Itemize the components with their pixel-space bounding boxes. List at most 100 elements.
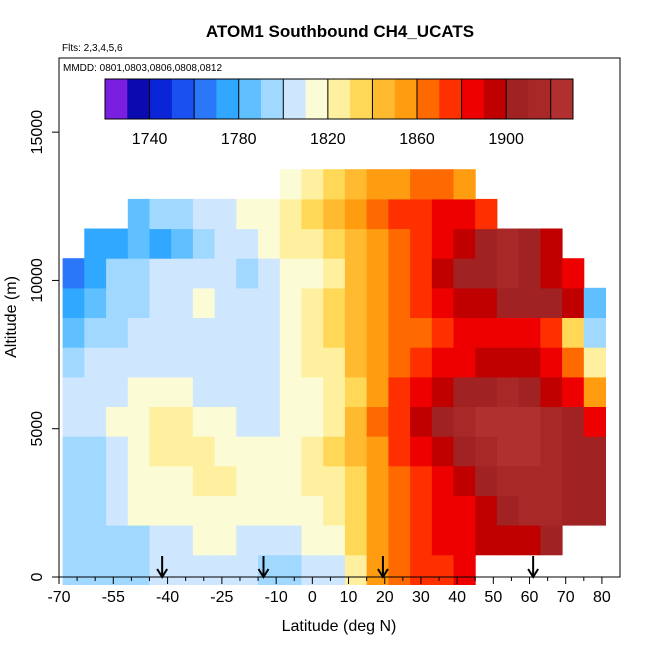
heatmap-cell <box>562 258 585 289</box>
heatmap-cell <box>431 436 454 467</box>
heatmap-cell <box>171 347 194 378</box>
heatmap-cell <box>127 228 150 259</box>
heatmap-cell <box>84 317 107 348</box>
heatmap-cell <box>410 465 433 496</box>
heatmap-cell <box>388 198 411 230</box>
heatmap-cell <box>453 169 476 200</box>
heatmap-cell <box>127 198 150 230</box>
heatmap-cell <box>323 376 346 407</box>
heatmap-cell <box>214 347 237 378</box>
heatmap-cell <box>62 317 85 348</box>
heatmap-cell <box>149 287 172 318</box>
heatmap-cell <box>149 317 172 348</box>
y-tick-label: 15000 <box>29 110 46 155</box>
heatmap-cell <box>562 436 585 467</box>
heatmap-cell <box>518 525 541 556</box>
heatmap-cell <box>366 317 389 348</box>
heatmap-cell <box>562 495 585 526</box>
heatmap-cell <box>431 406 454 437</box>
heatmap-cell <box>453 525 476 556</box>
heatmap-cell <box>540 465 563 496</box>
heatmap-cell <box>453 406 476 437</box>
heatmap-cell <box>106 436 129 467</box>
heatmap-cell <box>496 465 520 496</box>
heatmap-cell <box>236 495 259 526</box>
heatmap-cell <box>62 406 85 437</box>
colorbar-swatch <box>194 79 217 119</box>
heatmap-cell <box>127 258 150 289</box>
heatmap-cell <box>540 376 563 407</box>
heatmap-cell <box>214 376 237 407</box>
heatmap-cell <box>518 228 541 259</box>
heatmap-cell <box>410 495 433 526</box>
heatmap-cell <box>583 287 606 318</box>
heatmap-cell <box>279 228 302 259</box>
heatmap-cell <box>496 258 520 289</box>
heatmap-cell <box>344 465 368 496</box>
heatmap-cell <box>410 198 433 230</box>
heatmap-cell <box>214 198 237 230</box>
heatmap-cell <box>540 495 563 526</box>
heatmap-cell <box>171 258 194 289</box>
heatmap-cell <box>192 287 216 318</box>
heatmap-cell <box>192 376 216 407</box>
y-tick-label: 5000 <box>29 411 46 447</box>
heatmap-cell <box>431 465 454 496</box>
heatmap-cell <box>171 495 194 526</box>
heatmap-cell <box>540 436 563 467</box>
heatmap-cell <box>127 317 150 348</box>
heatmap-cell <box>301 376 324 407</box>
heatmap-cell <box>171 376 194 407</box>
heatmap-cell <box>149 198 172 230</box>
heatmap-cell <box>236 258 259 289</box>
heatmap-cell <box>323 525 346 556</box>
heatmap-cell <box>366 495 389 526</box>
heatmap-cell <box>540 317 563 348</box>
heatmap-cell <box>366 258 389 289</box>
heatmap-cell <box>540 258 563 289</box>
heatmap-cell <box>583 465 606 496</box>
colorbar-swatch <box>171 79 195 119</box>
heatmap-cell <box>84 465 107 496</box>
heatmap-cell <box>583 347 606 378</box>
heatmap-cell <box>475 376 498 407</box>
heatmap-cell <box>475 465 498 496</box>
heatmap-cell <box>388 495 411 526</box>
heatmap-cell <box>496 347 520 378</box>
heatmap-cell <box>279 465 302 496</box>
heatmap-cell <box>236 376 259 407</box>
x-tick-label: 80 <box>593 589 611 606</box>
heatmap-cell <box>149 436 172 467</box>
heatmap-cell <box>410 169 433 200</box>
heatmap-cell <box>236 406 259 437</box>
heatmap-cell <box>583 436 606 467</box>
heatmap-cell <box>475 258 498 289</box>
heatmap-cell <box>475 406 498 437</box>
heatmap-cell <box>62 258 85 289</box>
heatmap-cell <box>62 347 85 378</box>
colorbar-swatch <box>305 79 329 119</box>
colorbar-tick-label: 1820 <box>310 131 346 148</box>
heatmap-cell <box>323 554 346 585</box>
heatmap-cell <box>388 317 411 348</box>
heatmap-cell <box>214 258 237 289</box>
heatmap-cell <box>62 287 85 318</box>
heatmap-cell <box>344 347 368 378</box>
colorbar-tick-label: 1780 <box>221 131 257 148</box>
heatmap-cell <box>344 169 368 200</box>
heatmap-cell <box>366 228 389 259</box>
heatmap-cell <box>106 287 129 318</box>
heatmap-cell <box>171 465 194 496</box>
heatmap-cell <box>453 347 476 378</box>
heatmap-cell <box>431 198 454 230</box>
heatmap-cell <box>171 317 194 348</box>
heatmap-cell <box>518 287 541 318</box>
heatmap-cell <box>279 169 302 200</box>
heatmap-cell <box>171 287 194 318</box>
heatmap-cell <box>562 347 585 378</box>
x-tick-label: 50 <box>484 589 502 606</box>
heatmap-cell <box>583 317 606 348</box>
heatmap-cell <box>236 347 259 378</box>
heatmap-cell <box>344 495 368 526</box>
heatmap-cell <box>127 406 150 437</box>
